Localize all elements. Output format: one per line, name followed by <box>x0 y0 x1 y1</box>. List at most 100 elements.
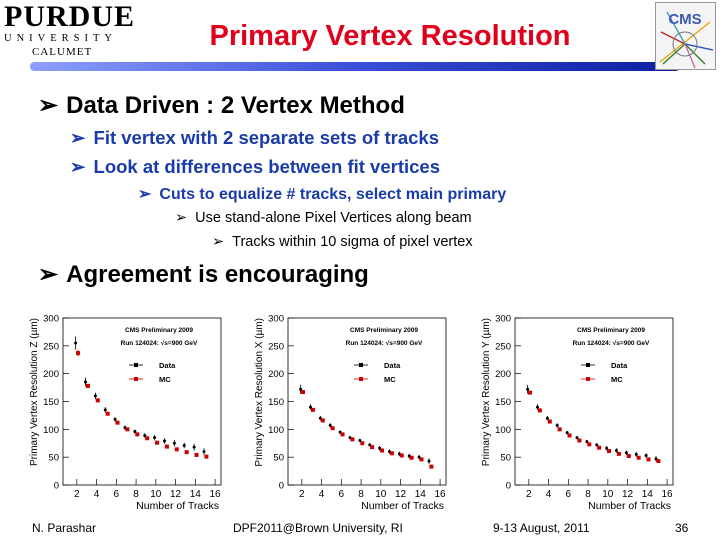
bullet-sigma-text: Tracks within 10 sigma of pixel vertex <box>232 234 473 250</box>
x-tick-label: 12 <box>622 489 634 500</box>
bullet-standalone: ➢ Use stand-alone Pixel Vertices along be… <box>175 209 472 227</box>
x-tick-label: 8 <box>358 489 364 500</box>
arrow-bullet-icon: ➢ <box>138 186 152 203</box>
x-tick-label: 14 <box>642 489 654 500</box>
y-tick-label: 300 <box>43 314 59 325</box>
mc-point <box>360 441 365 446</box>
y-tick-label: 200 <box>43 369 59 380</box>
mc-point <box>656 459 661 464</box>
mc-point <box>85 383 90 388</box>
legend-label: Data <box>384 361 401 370</box>
plot-annotation-line1: CMS Preliminary 2009 <box>577 327 645 334</box>
data-point <box>202 450 206 454</box>
x-axis-label: Number of Tracks <box>588 500 671 512</box>
mc-point <box>419 457 424 462</box>
arrow-bullet-icon: ➢ <box>175 210 188 226</box>
legend-marker <box>134 363 138 367</box>
mc-point <box>370 445 375 450</box>
purdue-calumet-text: CALUMET <box>32 46 93 58</box>
mc-point <box>636 455 641 460</box>
bullet-cuts: ➢ Cuts to equalize # tracks, select main … <box>138 185 506 205</box>
legend-label: MC <box>611 375 623 384</box>
plot-annotation-line1: CMS Preliminary 2009 <box>350 327 418 334</box>
bullet-fit-text: Fit vertex with 2 separate sets of track… <box>93 127 439 148</box>
mc-point <box>626 454 631 459</box>
x-tick-label: 16 <box>435 489 447 500</box>
x-tick-label: 4 <box>319 489 325 500</box>
data-point <box>565 431 569 435</box>
bullet-agreement: ➢ Agreement is encouraging <box>38 260 369 290</box>
x-tick-label: 16 <box>662 489 674 500</box>
data-point <box>555 423 559 427</box>
x-tick-label: 8 <box>585 489 591 500</box>
arrow-bullet-icon: ➢ <box>38 92 59 119</box>
y-tick-label: 100 <box>43 425 59 436</box>
mc-point <box>409 455 414 460</box>
mc-point <box>547 419 552 424</box>
mc-point <box>105 411 110 416</box>
bullet-sigma: ➢ Tracks within 10 sigma of pixel vertex <box>212 233 473 251</box>
x-tick-label: 12 <box>395 489 407 500</box>
bullet-agreement-text: Agreement is encouraging <box>66 261 369 288</box>
data-point <box>84 380 87 384</box>
data-point <box>192 445 196 449</box>
mc-point <box>174 447 179 452</box>
x-tick-label: 4 <box>546 489 552 500</box>
data-point <box>163 439 166 443</box>
mc-point <box>95 398 100 403</box>
purdue-wordmark: PURDUE <box>4 0 135 33</box>
y-tick-label: 200 <box>495 369 511 380</box>
data-point <box>536 405 539 409</box>
mc-point <box>115 420 120 425</box>
data-point <box>74 341 78 345</box>
bullet-look: ➢ Look at differences between fit vertice… <box>70 156 440 178</box>
mc-point <box>135 432 140 437</box>
mc-point <box>145 436 150 441</box>
mc-point <box>537 408 542 413</box>
bullet-fit: ➢ Fit vertex with 2 separate sets of trac… <box>70 127 439 149</box>
data-point <box>358 438 362 442</box>
y-tick-label: 0 <box>279 481 284 492</box>
mc-point <box>528 390 533 395</box>
x-tick-label: 10 <box>150 489 162 500</box>
y-tick-label: 300 <box>268 314 284 325</box>
purdue-university-text: UNIVERSITY <box>4 33 117 44</box>
legend-marker <box>359 363 363 367</box>
mc-point <box>567 433 572 438</box>
data-point <box>103 408 107 412</box>
x-tick-label: 8 <box>133 489 139 500</box>
legend-marker <box>134 377 138 381</box>
mc-point <box>350 437 355 442</box>
footer-page-number: 36 <box>675 521 689 535</box>
mc-point <box>399 453 404 458</box>
mc-point <box>164 444 169 449</box>
data-point <box>644 453 648 457</box>
mc-point <box>429 464 434 469</box>
arrow-bullet-icon: ➢ <box>212 234 225 250</box>
mc-point <box>204 454 209 459</box>
data-point <box>153 436 157 440</box>
mc-point <box>184 450 189 455</box>
x-tick-label: 16 <box>210 489 222 500</box>
mc-point <box>320 418 325 423</box>
y-axis-label: Primary Vertex Resolution Z (µm) <box>29 318 40 466</box>
y-tick-label: 0 <box>506 481 511 492</box>
bullet-method: ➢ Data Driven : 2 Vertex Method <box>38 92 405 120</box>
plot-annotation-line2: Run 124024: √s=900 GeV <box>573 339 650 347</box>
mc-point <box>330 426 335 431</box>
x-tick-label: 2 <box>526 489 532 500</box>
mc-point <box>380 448 385 453</box>
mc-point <box>389 451 394 456</box>
arrow-bullet-icon: ➢ <box>38 261 59 288</box>
legend-label: MC <box>384 375 396 384</box>
plot-annotation-line2: Run 124024: √s=900 GeV <box>121 339 198 347</box>
y-tick-label: 0 <box>54 481 59 492</box>
x-tick-label: 2 <box>74 489 80 500</box>
x-tick-label: 6 <box>339 489 345 500</box>
x-tick-label: 14 <box>190 489 202 500</box>
data-point <box>595 443 599 447</box>
legend-label: Data <box>611 361 628 370</box>
x-tick-label: 10 <box>375 489 387 500</box>
